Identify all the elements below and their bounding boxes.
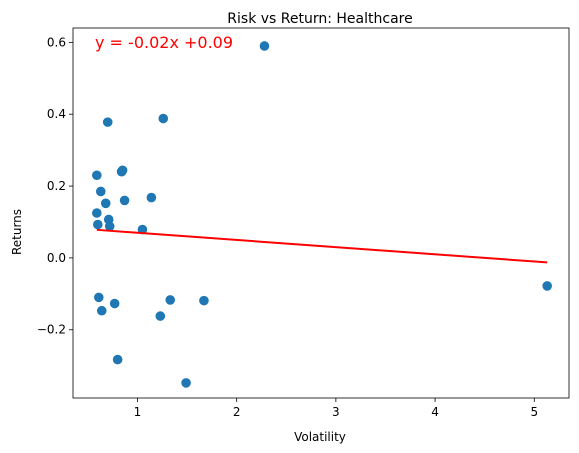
data-point [146, 192, 157, 203]
data-point [93, 219, 103, 230]
x-axis-label: Volatility [294, 430, 346, 444]
x-tick-label: 5 [530, 405, 538, 419]
data-point [104, 221, 115, 232]
chart-title: Risk vs Return: Healthcare [227, 11, 412, 27]
plot-area-frame [72, 27, 570, 399]
x-tick-label: 3 [332, 405, 340, 419]
data-point [102, 117, 113, 127]
data-point [259, 41, 270, 51]
y-tick-label: 0.6 [47, 35, 66, 49]
regression-line [96, 228, 548, 264]
data-point [158, 113, 169, 124]
data-point [95, 186, 106, 197]
y-tick-label: 0.2 [47, 179, 66, 193]
data-point [92, 208, 102, 218]
data-point [96, 305, 107, 316]
data-point [93, 292, 104, 303]
x-axis: 1 2 3 4 5 [134, 398, 538, 419]
x-tick-label: 4 [431, 405, 439, 419]
data-point [155, 311, 166, 321]
data-point [92, 170, 102, 181]
data-point [181, 378, 191, 388]
y-tick-label: 0.4 [47, 107, 66, 121]
regression-equation: y = -0.02x +0.09 [95, 33, 233, 52]
y-axis-label: Returns [10, 209, 24, 255]
data-point [199, 295, 209, 306]
data-point [117, 165, 128, 176]
y-axis: −0.2 0.0 0.2 0.4 0.6 [37, 35, 73, 337]
data-point [112, 354, 123, 365]
data-point [100, 198, 111, 209]
data-point [109, 298, 120, 309]
x-tick-label: 2 [233, 405, 241, 419]
x-tick-label: 1 [134, 405, 142, 419]
data-point [137, 224, 148, 235]
data-point [542, 281, 552, 291]
y-tick-label: −0.2 [37, 323, 66, 337]
y-tick-label: 0.0 [47, 251, 66, 265]
data-point [119, 195, 130, 206]
data-point [165, 295, 176, 305]
data-points [92, 41, 552, 388]
